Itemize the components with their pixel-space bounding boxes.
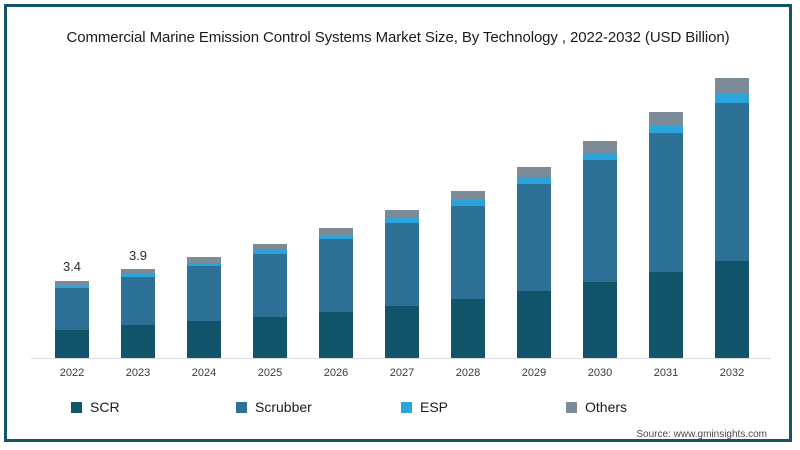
bar-segment-scrubber[interactable] [583, 160, 617, 283]
bar-column[interactable] [715, 78, 749, 358]
legend-item-scrubber[interactable]: Scrubber [236, 399, 401, 415]
chart-title: Commercial Marine Emission Control Syste… [66, 29, 730, 46]
bar-segment-esp[interactable] [319, 234, 353, 240]
bar-segment-scr[interactable] [253, 316, 287, 358]
bar-segment-scr[interactable] [187, 321, 221, 358]
bar-segment-scrubber[interactable] [187, 266, 221, 322]
bar-segment-scr[interactable] [517, 291, 551, 358]
bar-segment-esp[interactable] [517, 177, 551, 185]
bar-segment-scr[interactable] [121, 325, 155, 358]
plot-area: 3.4 3.9 2022 2023 2024 2025 2026 2027 2028 2029 2… [7, 7, 795, 445]
legend-label: Others [585, 399, 628, 415]
legend-label: ESP [420, 399, 449, 415]
x-tick-2024: 2024 [191, 367, 217, 379]
bar-segment-scrubber[interactable] [55, 288, 89, 330]
legend-swatch-icon [236, 401, 247, 413]
legend-item-esp[interactable]: ESP [401, 399, 566, 415]
bar-segment-others[interactable] [121, 268, 155, 274]
source-note: Source: www.gminsights.com [636, 429, 767, 440]
legend-swatch-icon [566, 401, 577, 413]
bar-segment-scrubber[interactable] [649, 133, 683, 273]
bar-segment-scr[interactable] [715, 260, 749, 358]
bar-segment-others[interactable] [649, 111, 683, 125]
bar-segment-scr[interactable] [319, 311, 353, 358]
bar-segment-scrubber[interactable] [253, 253, 287, 317]
bar-column[interactable]: 3.9 [121, 248, 155, 358]
chart-legend: SCR Scrubber ESP Others [7, 399, 795, 415]
bar-segment-others[interactable] [451, 190, 485, 200]
legend-item-scr[interactable]: SCR [71, 399, 236, 415]
bar-segment-esp[interactable] [253, 249, 287, 254]
x-tick-2026: 2026 [323, 367, 349, 379]
x-tick-2027: 2027 [389, 367, 415, 379]
bar-column[interactable] [253, 243, 287, 358]
bar-column[interactable] [319, 227, 353, 358]
bar-segment-others[interactable] [583, 141, 617, 153]
bar-segment-scr[interactable] [385, 305, 419, 358]
bar-segment-scr[interactable] [583, 282, 617, 358]
bar-segment-scrubber[interactable] [121, 276, 155, 326]
bar-segment-others[interactable] [253, 243, 287, 250]
bar-segment-scr[interactable] [451, 299, 485, 358]
legend-label: SCR [90, 399, 120, 415]
legend-swatch-icon [71, 401, 82, 413]
x-tick-2032: 2032 [719, 367, 745, 379]
bar-segment-others[interactable] [517, 167, 551, 178]
bar-segment-others[interactable] [319, 227, 353, 235]
bar-column[interactable]: 3.4 [55, 259, 89, 358]
legend-swatch-icon [401, 401, 412, 413]
bar-segment-esp[interactable] [121, 273, 155, 277]
bar-value-label: 3.9 [128, 247, 148, 263]
bar-segment-esp[interactable] [649, 124, 683, 134]
bar-column[interactable] [583, 141, 617, 358]
bar-segment-others[interactable] [187, 257, 221, 263]
bar-segment-esp[interactable] [715, 92, 749, 103]
bar-column[interactable] [451, 190, 485, 358]
x-tick-2025: 2025 [257, 367, 283, 379]
bar-segment-scr[interactable] [55, 329, 89, 358]
bar-segment-others[interactable] [385, 210, 419, 219]
bar-segment-scr[interactable] [649, 272, 683, 358]
bar-segment-esp[interactable] [55, 285, 89, 289]
x-tick-2030: 2030 [587, 367, 613, 379]
bar-segment-esp[interactable] [451, 199, 485, 206]
bar-segment-scrubber[interactable] [715, 102, 749, 261]
bar-segment-scrubber[interactable] [517, 184, 551, 292]
chart-frame: Commercial Marine Emission Control Syste… [4, 4, 792, 442]
bar-column[interactable] [187, 257, 221, 358]
bar-segment-scrubber[interactable] [451, 205, 485, 300]
x-tick-2028: 2028 [455, 367, 481, 379]
bar-segment-esp[interactable] [583, 152, 617, 161]
x-tick-2022: 2022 [59, 367, 85, 379]
bar-column[interactable] [649, 111, 683, 358]
x-tick-2023: 2023 [125, 367, 151, 379]
x-axis-line [31, 358, 771, 359]
bar-segment-others[interactable] [55, 281, 89, 286]
bar-column[interactable] [517, 167, 551, 358]
legend-label: Scrubber [255, 399, 312, 415]
legend-item-others[interactable]: Others [566, 399, 731, 415]
x-tick-2029: 2029 [521, 367, 547, 379]
x-tick-2031: 2031 [653, 367, 679, 379]
bar-segment-scrubber[interactable] [385, 223, 419, 306]
bar-segment-others[interactable] [715, 78, 749, 93]
bar-segment-esp[interactable] [385, 218, 419, 224]
bar-segment-scrubber[interactable] [319, 239, 353, 312]
bar-segment-esp[interactable] [187, 262, 221, 267]
bar-column[interactable] [385, 210, 419, 358]
bar-value-label: 3.4 [62, 259, 82, 275]
